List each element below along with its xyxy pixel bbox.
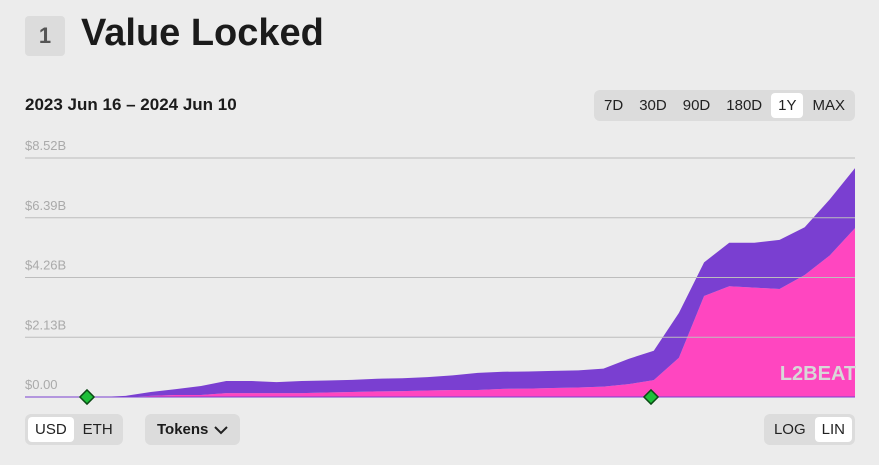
y-tick-label: $2.13B — [25, 317, 66, 332]
event-marker — [642, 388, 660, 406]
toggle-button[interactable]: MAX — [812, 97, 845, 114]
toggle-button[interactable]: USD — [28, 417, 74, 442]
tokens-label: Tokens — [157, 421, 209, 438]
toggle-button[interactable]: LOG — [773, 421, 806, 438]
y-tick-label: $0.00 — [25, 377, 58, 392]
tokens-dropdown[interactable]: Tokens — [145, 414, 241, 445]
toggle-button[interactable]: LIN — [814, 417, 852, 442]
date-range: 2023 Jun 16 – 2024 Jun 10 — [25, 95, 237, 114]
area — [25, 228, 855, 397]
toggle-button[interactable]: 7D — [604, 97, 624, 114]
y-tick-label: $8.52B — [25, 138, 66, 153]
y-tick-label: $4.26B — [25, 258, 66, 273]
toggle-button[interactable]: 1Y — [771, 93, 804, 118]
toggle-button[interactable]: 30D — [639, 97, 667, 114]
toggle-button[interactable]: 90D — [682, 97, 711, 114]
page-title: Value Locked — [81, 12, 324, 54]
y-tick-label: $6.39B — [25, 198, 66, 213]
unit-selector: USD ETH — [25, 414, 123, 445]
chevron — [214, 425, 229, 434]
toggle-button[interactable]: 180D — [726, 97, 763, 114]
section-number: 1 — [25, 16, 65, 56]
event-marker — [78, 388, 96, 406]
toggle-button[interactable]: ETH — [82, 421, 113, 438]
watermark: L2BEAT — [780, 363, 856, 385]
chart: L2BEAT $0.00 $2.13B $4.26B $6.39B $8.52B — [25, 138, 856, 406]
range-selector: 7D 30D 90D 180D 1Y MAX — [594, 90, 855, 121]
scale-selector: LOG LIN — [763, 414, 855, 445]
